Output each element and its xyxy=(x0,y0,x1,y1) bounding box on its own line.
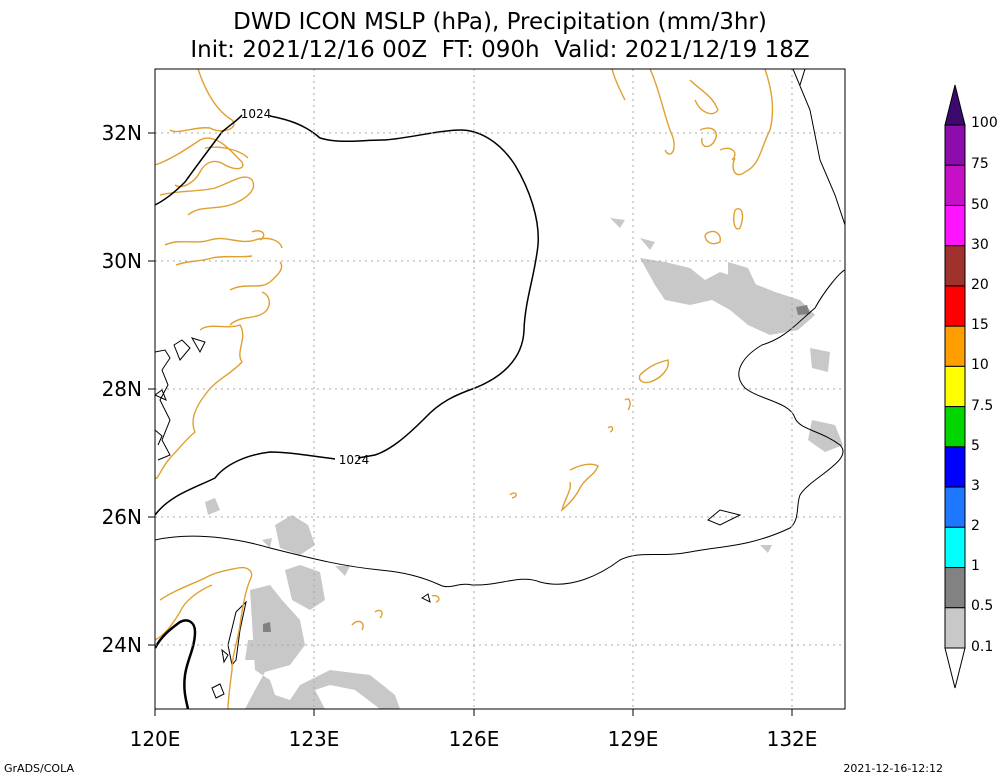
legend-label: 1 xyxy=(971,558,980,574)
legend-bottom-arrow xyxy=(944,647,966,689)
legend-swatch xyxy=(944,446,966,488)
legend-swatch xyxy=(944,567,966,609)
precip-contours xyxy=(155,69,774,709)
footer-timestamp: 2021-12-16-12:12 xyxy=(843,762,943,775)
lat-tick-label: 28N xyxy=(102,377,142,401)
lat-tick-label: 24N xyxy=(102,633,142,657)
coastlines xyxy=(155,69,845,699)
legend-colorbar xyxy=(944,84,966,689)
legend-swatch xyxy=(944,325,966,367)
legend-swatches xyxy=(944,124,966,649)
axis-ticks xyxy=(148,132,793,716)
isobar-labels: 1024 1024 xyxy=(241,107,370,467)
lat-tick-label: 30N xyxy=(102,249,142,273)
legend-label: 30 xyxy=(971,237,989,253)
legend-label: 75 xyxy=(971,156,989,172)
legend-swatch xyxy=(944,406,966,448)
isobars xyxy=(155,114,539,709)
legend-label: 7.5 xyxy=(971,398,993,414)
legend-swatch xyxy=(944,607,966,649)
legend-label: 20 xyxy=(971,277,989,293)
lon-axis-labels: 120E 123E 126E 129E 132E xyxy=(130,727,818,751)
legend-label: 15 xyxy=(971,317,989,333)
legend-label: 3 xyxy=(971,478,980,494)
lat-tick-label: 32N xyxy=(102,121,142,145)
legend-swatch xyxy=(944,526,966,569)
legend-top-arrow xyxy=(944,84,966,126)
lon-tick-label: 120E xyxy=(130,727,181,751)
precipitation-shading xyxy=(205,218,843,709)
footer-credit: GrADS/COLA xyxy=(4,762,74,775)
legend-label: 5 xyxy=(971,438,980,454)
legend-swatch xyxy=(944,285,966,327)
legend-swatch xyxy=(944,486,966,528)
legend-label: 2 xyxy=(971,518,980,534)
legend-label: 10 xyxy=(971,357,989,373)
legend-label: 0.1 xyxy=(971,639,993,655)
lon-tick-label: 129E xyxy=(608,727,659,751)
lon-tick-label: 123E xyxy=(289,727,340,751)
legend-swatch xyxy=(944,204,966,247)
lon-tick-label: 132E xyxy=(767,727,818,751)
legend-swatch xyxy=(944,365,966,408)
legend-swatch xyxy=(944,124,966,166)
legend-swatch xyxy=(944,164,966,206)
isobar-label: 1024 xyxy=(241,107,272,121)
legend-label: 100 xyxy=(971,115,998,131)
lat-axis-labels: 32N 30N 28N 26N 24N xyxy=(102,121,142,657)
legend-labels: 100 75 50 30 20 15 10 7.5 5 3 2 1 0.5 0.… xyxy=(971,115,998,655)
lat-tick-label: 26N xyxy=(102,505,142,529)
legend-swatch xyxy=(944,245,966,287)
chart-title: DWD ICON MSLP (hPa), Precipitation (mm/3… xyxy=(233,9,767,35)
legend-label: 50 xyxy=(971,197,989,213)
gridlines xyxy=(155,69,845,709)
legend-label: 0.5 xyxy=(971,598,993,614)
lon-tick-label: 126E xyxy=(449,727,500,751)
isobar-label: 1024 xyxy=(339,453,370,467)
chart-subtitle: Init: 2021/12/16 00Z FT: 090h Valid: 202… xyxy=(190,37,810,63)
